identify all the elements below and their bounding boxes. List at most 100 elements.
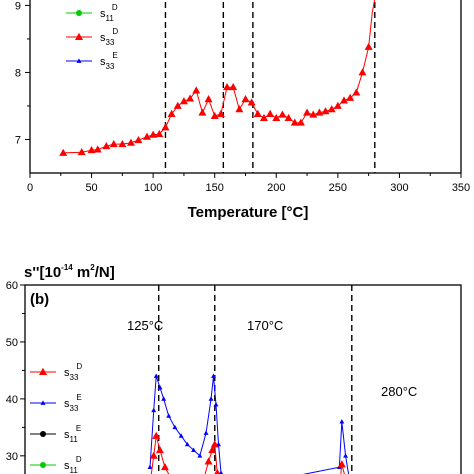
x-tick-label-0: 0: [27, 182, 33, 194]
data-point-b-0-19: [339, 419, 345, 424]
panel-b-ticks: 30 40 50 60: [6, 280, 25, 463]
annotation-2: 280°C: [381, 384, 417, 399]
data-point-b-0-7: [178, 433, 184, 438]
y-tick-label-1: 8: [15, 67, 21, 79]
legend-sup-b0: D: [76, 362, 82, 371]
legend-marker-b3: [40, 462, 46, 468]
title-exp2: 2: [90, 263, 95, 272]
series-b-line-0: [149, 375, 350, 474]
data-point-b-1-12: [214, 468, 221, 474]
legend-base-b2: s: [64, 429, 70, 441]
data-point-a-27: [253, 109, 262, 117]
data-point-b-1-11: [210, 440, 219, 448]
data-point-a-10: [149, 130, 158, 138]
legend-marker-1: [75, 32, 83, 40]
legend-label-b2: s11 E: [64, 424, 81, 444]
legend-label-0: s11 D: [100, 3, 118, 23]
legend-entry-b2: s11 E: [30, 424, 81, 444]
data-point-a-16: [186, 94, 195, 102]
panel-a-series: [59, 0, 376, 156]
legend-sub-0: 11: [106, 14, 115, 23]
data-point-a-30: [272, 113, 281, 121]
legend-base-b3: s: [64, 460, 70, 472]
data-point-a-21: [216, 109, 225, 117]
data-point-a-37: [315, 108, 324, 116]
legend-sup-2: E: [112, 51, 117, 60]
annotation-1: 170°C: [247, 318, 283, 333]
legend-sup-b1: E: [76, 393, 81, 402]
data-point-b-1-1: [149, 451, 158, 459]
data-point-b-1-3: [155, 445, 164, 454]
data-point-b-0-8: [184, 441, 190, 447]
y-tick-label-b-1: 40: [6, 394, 18, 406]
data-point-a-3: [93, 145, 102, 153]
data-point-a-4: [102, 141, 111, 150]
y-tick-label-0: 7: [15, 134, 21, 146]
legend-sup-1: D: [112, 27, 118, 36]
data-point-a-34: [296, 118, 305, 126]
x-tick-label-2: 100: [144, 182, 162, 194]
data-point-a-35: [303, 108, 312, 116]
x-axis-label: Temperature [°C]: [188, 204, 309, 221]
legend-marker-b2: [40, 431, 46, 437]
legend-label-b0: s33 D: [64, 362, 82, 382]
title-suffix: /N]: [95, 264, 115, 281]
data-point-b-0-4: [161, 396, 167, 401]
legend-label-2: s33 E: [100, 51, 118, 71]
legend-sup-b2: E: [76, 424, 81, 433]
data-point-b-0-2: [153, 373, 159, 378]
data-point-b-0-20: [343, 453, 349, 458]
data-point-a-15: [179, 97, 188, 105]
annotation-0: 125°C: [127, 318, 163, 333]
data-point-b-1-4: [160, 463, 169, 471]
legend-sub-b1: 33: [70, 404, 79, 413]
data-point-a-24: [235, 105, 244, 113]
legend-marker-b0: [39, 367, 47, 375]
panel-b-label: (b): [30, 291, 49, 308]
legend-base-b1: s: [64, 398, 70, 410]
data-point-a-39: [327, 105, 336, 113]
panel-b-series: [147, 373, 350, 474]
y-tick-label-2: 9: [15, 0, 21, 12]
legend-sub-1: 33: [106, 38, 115, 47]
panel-b-frame: [24, 284, 462, 474]
data-point-b-0-3: [157, 384, 163, 390]
data-point-b-0-14: [213, 401, 219, 407]
data-point-a-23: [229, 82, 238, 91]
x-tick-label-1: 50: [85, 182, 97, 194]
data-point-a-25: [241, 95, 250, 103]
data-point-a-20: [210, 111, 219, 119]
data-point-b-1-15: [337, 460, 346, 468]
legend-sub-2: 33: [106, 62, 115, 71]
panel-b: s''[10-14 m2/N] (b) 30 40 50 60 125°C 170°C 2…: [6, 263, 462, 474]
data-point-a-26: [247, 98, 256, 106]
x-tick-label-4: 200: [267, 182, 285, 194]
data-point-b-1-9: [204, 457, 213, 465]
legend-sub-b0: 33: [70, 373, 79, 382]
legend-sub-b3: 11: [70, 466, 79, 474]
data-point-a-9: [142, 132, 151, 140]
data-point-a-28: [259, 113, 268, 121]
data-point-a-41: [340, 96, 349, 104]
data-point-a-18: [198, 108, 207, 116]
legend-sup-b3: D: [76, 455, 82, 464]
legend-marker-b1: [40, 400, 46, 405]
series-b-line-1: [150, 435, 345, 474]
legend-entry-0: s11 D: [66, 3, 118, 23]
legend-base-0: s: [100, 8, 106, 20]
panel-b-annotations: 125°C 170°C 280°C: [127, 318, 417, 399]
y-tick-label-b-2: 50: [6, 337, 18, 349]
series-a-line-1: [368, 0, 376, 48]
data-point-a-42: [346, 93, 355, 101]
panel-a-frame: [29, 0, 462, 174]
data-point-a-7: [126, 138, 135, 146]
data-point-b-0-11: [203, 430, 209, 435]
legend-base-1: s: [100, 32, 106, 44]
data-point-b-0-6: [172, 424, 178, 430]
data-point-b-0-1: [151, 407, 157, 413]
legend-entry-b3: s11 D: [30, 455, 82, 474]
data-point-a-8: [134, 135, 143, 144]
x-tick-label-6: 300: [390, 182, 408, 194]
